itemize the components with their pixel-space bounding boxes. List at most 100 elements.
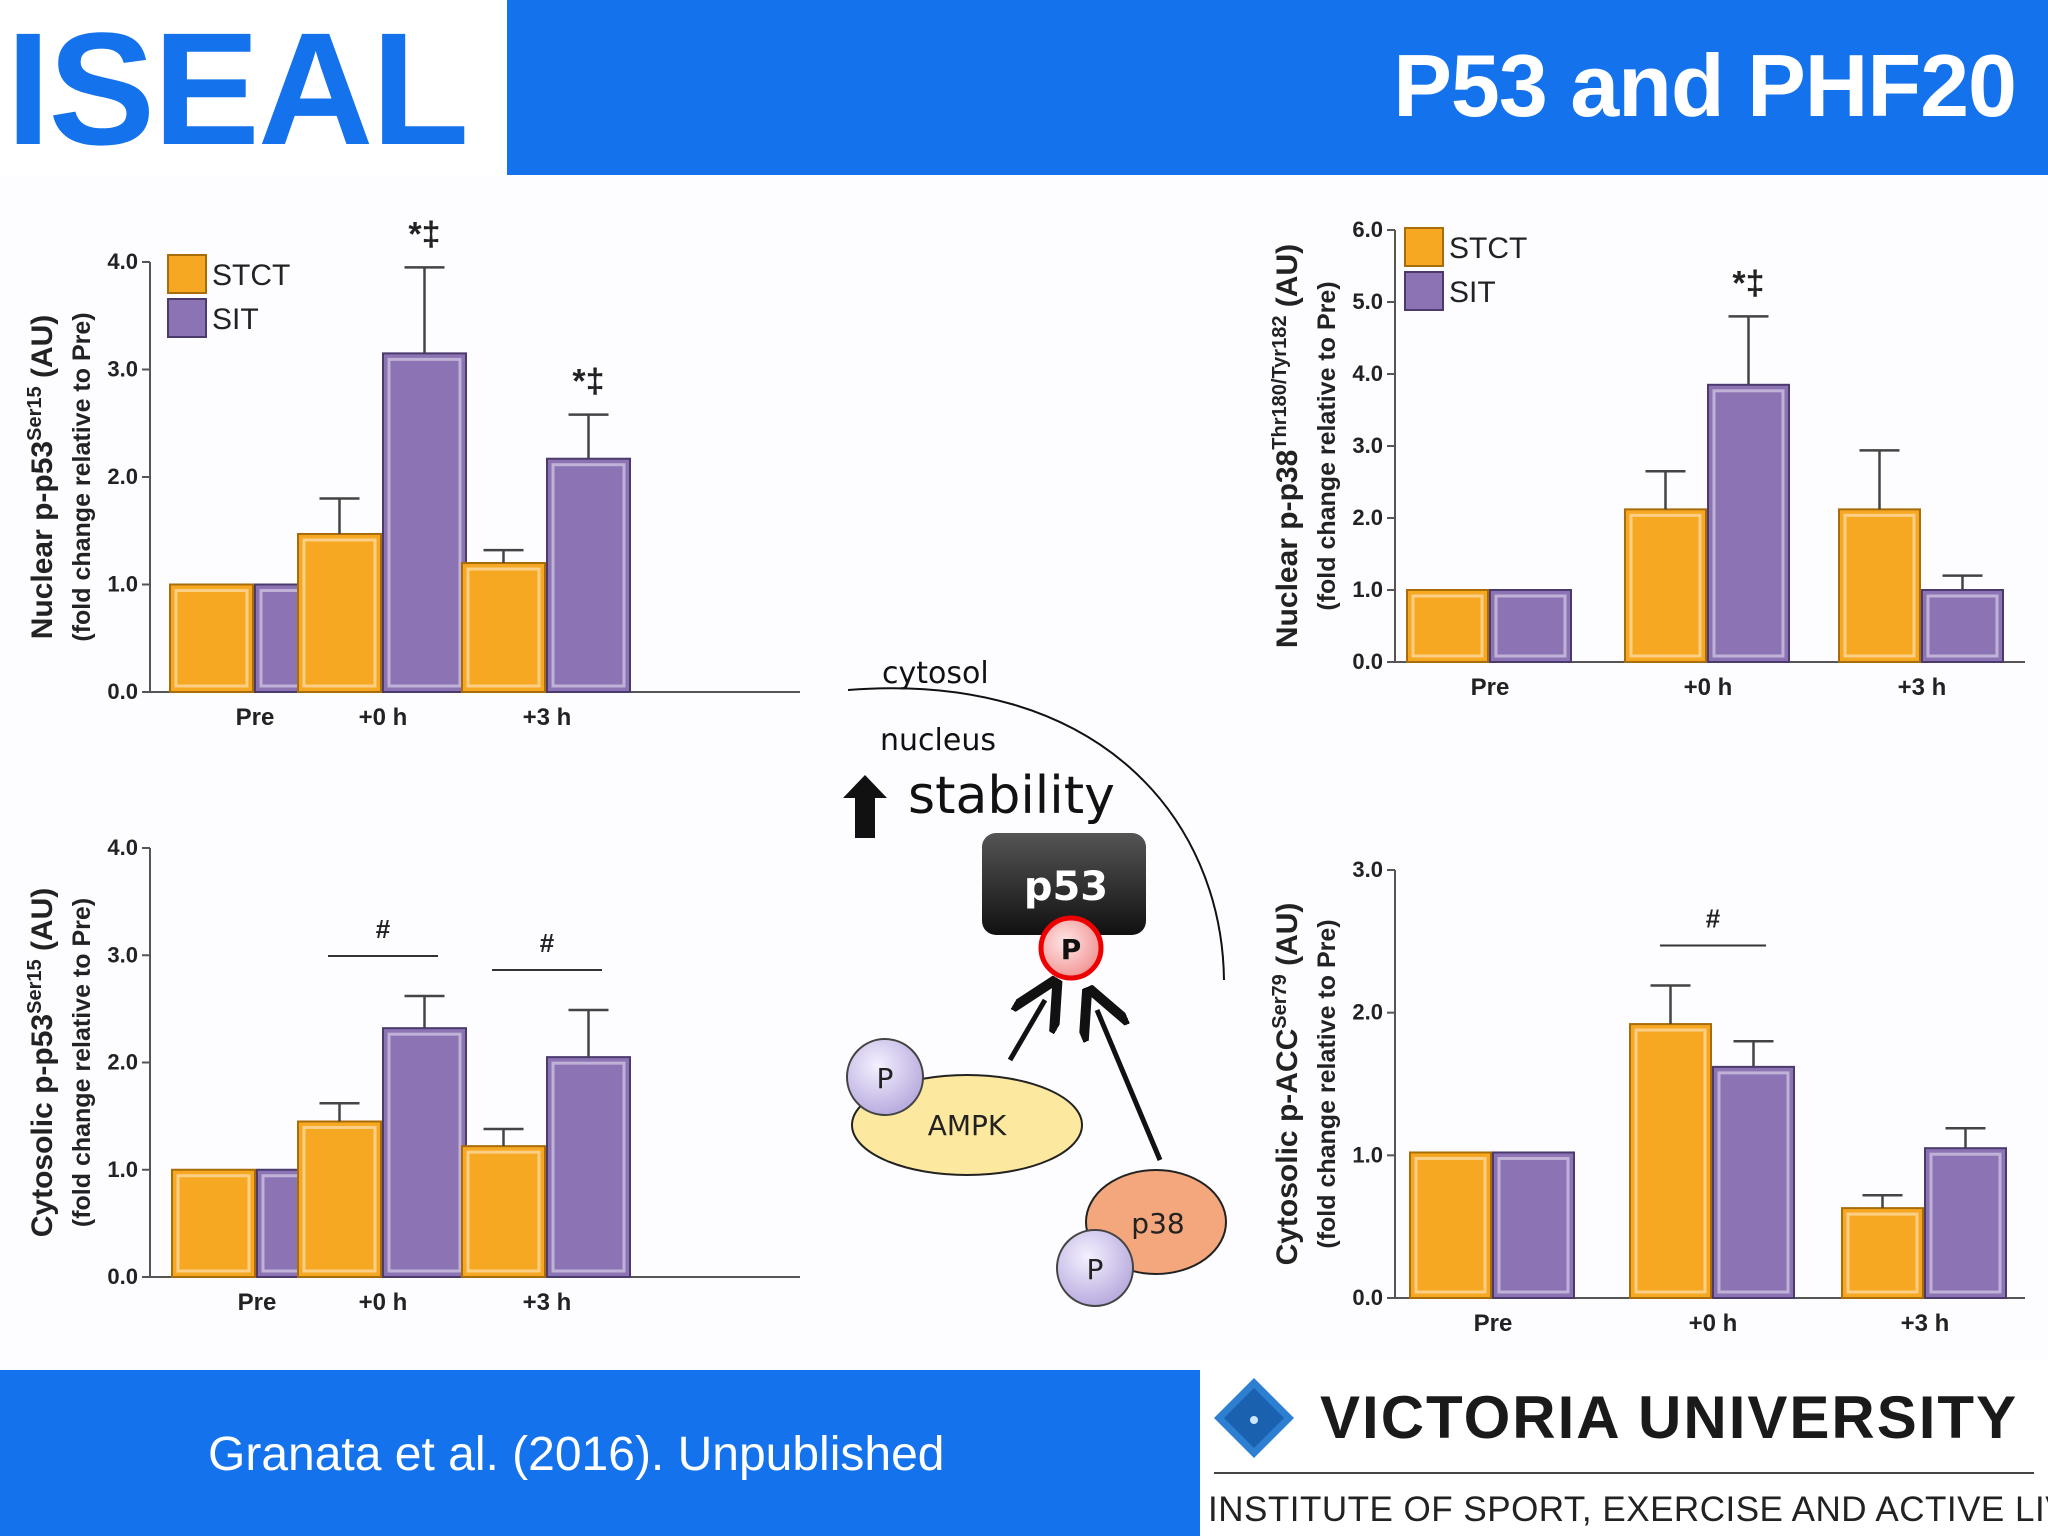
bar-sit-1-bevel xyxy=(387,1032,462,1273)
nucleus-label: nucleus xyxy=(880,723,996,758)
y-axis-label-sub: (fold change relative to Pre) xyxy=(1313,281,1341,610)
victoria-university-logo: VICTORIA UNIVERSITY INSTITUTE OF SPORT, … xyxy=(1200,1360,2048,1536)
y-axis-label-main: Cytosolic p-ACC xyxy=(1271,1029,1304,1266)
x-tick-label: +3 h xyxy=(523,1289,572,1316)
bar-sit-0 xyxy=(1489,589,1572,663)
bar-stct-0-bevel xyxy=(174,589,249,688)
p38-label: p38 xyxy=(1131,1207,1184,1240)
bar-stct-2 xyxy=(1841,1207,1924,1299)
x-tick-label: +3 h xyxy=(1901,1310,1950,1337)
y-tick-label: 3.0 xyxy=(107,942,138,967)
vu-diamond-icon xyxy=(1214,1378,1294,1458)
bar-stct-2-bevel xyxy=(1843,513,1916,658)
significance-marker: *‡ xyxy=(572,363,604,401)
x-tick-label: Pre xyxy=(236,704,275,731)
legend-label-sit: SIT xyxy=(1449,276,1496,309)
y-axis-label-main: Cytosolic p-p53 xyxy=(26,1014,59,1237)
p53-label: p53 xyxy=(1024,864,1108,910)
legend-label-stct: STCT xyxy=(1449,232,1527,265)
y-tick-label: 4.0 xyxy=(107,249,138,274)
chart-nuclear-p-p38: 0.0 1.0 2.0 3.0 4.0 5.0 6.0 Nuclear p-p38Thr180… xyxy=(1269,217,2025,701)
institute-name: INSTITUTE OF SPORT, EXERCISE AND ACTIVE … xyxy=(1208,1490,2048,1529)
p53-pathway-diagram: cytosol nucleus stability p53 P AMPK P p… xyxy=(843,656,1227,1307)
y-tick-label: 2.0 xyxy=(107,464,138,489)
bar-stct-2-bevel xyxy=(466,1150,541,1273)
y-axis-label-group: Cytosolic p-ACCSer79 (AU) (fold change re… xyxy=(1269,903,1341,1266)
y-axis-label-unit: (AU) xyxy=(26,888,59,960)
p38-arrow xyxy=(1097,1010,1163,1161)
bar-stct-0 xyxy=(169,583,254,693)
significance-marker: # xyxy=(1706,904,1721,934)
y-axis-label-main: Nuclear p-p38 xyxy=(1271,450,1304,648)
bar-sit-1 xyxy=(382,1027,467,1278)
bar-sit-1-bevel xyxy=(1712,389,1785,658)
x-tick-label: +0 h xyxy=(359,1289,408,1316)
y-axis-label-group: Nuclear p-p53Ser15 (AU) (fold change rela… xyxy=(24,312,96,641)
bar-sit-2 xyxy=(1921,589,2004,663)
p53-phospho-site xyxy=(1038,915,1104,981)
y-tick-label: 3.0 xyxy=(1352,857,1383,882)
y-axis-label-sup: Thr180/Tyr182 xyxy=(1269,316,1291,450)
legend-swatch-sit xyxy=(167,298,207,338)
bar-sit-0-bevel xyxy=(1497,1156,1570,1294)
bar-stct-0 xyxy=(171,1168,256,1278)
ampk-phospho-circle xyxy=(846,1038,924,1116)
y-tick-label: 0.0 xyxy=(1352,649,1383,674)
bar-sit-2 xyxy=(1924,1147,2007,1300)
y-axis-label-sub: (fold change relative to Pre) xyxy=(68,312,96,641)
ampk-label: AMPK xyxy=(928,1109,1007,1142)
bar-sit-1 xyxy=(382,352,467,693)
legend-label-stct: STCT xyxy=(212,259,290,292)
p53-phospho-label: P xyxy=(1061,933,1082,966)
y-axis-label: Nuclear p-p53Ser15 (AU) xyxy=(24,315,59,640)
bar-sit-0 xyxy=(1492,1151,1575,1300)
x-tick-label: +0 h xyxy=(1689,1310,1738,1337)
bar-stct-1 xyxy=(1624,508,1707,663)
significance-marker: *‡ xyxy=(1732,264,1764,302)
y-axis-label-sup: Ser15 xyxy=(24,386,46,441)
y-tick-label: 1.0 xyxy=(107,1157,138,1182)
y-axis-label-unit: (AU) xyxy=(1271,244,1304,316)
stability-label: stability xyxy=(908,766,1115,826)
y-axis-label-sup: Ser79 xyxy=(1269,974,1291,1029)
y-axis-label-sub: (fold change relative to Pre) xyxy=(1313,919,1341,1248)
bar-stct-2 xyxy=(461,1145,546,1278)
bar-stct-1 xyxy=(297,532,382,693)
y-tick-label: 1.0 xyxy=(107,572,138,597)
bar-sit-1-bevel xyxy=(387,357,462,688)
chart-cytosolic-p-acc: 0.0 1.0 2.0 3.0 Cytosolic p-ACCSer79 (AU) (fo… xyxy=(1269,857,2025,1337)
nuclear-membrane-curve xyxy=(847,687,1225,981)
header-logo-area: ISEAL xyxy=(0,0,505,175)
y-axis-label: Cytosolic p-p53Ser15 (AU) xyxy=(24,888,59,1238)
legend-label-sit: SIT xyxy=(212,303,259,336)
chart-nuclear-p-p53: 0.0 1.0 2.0 3.0 4.0 Nuclear p-p53Ser15 (AU) (f… xyxy=(24,215,800,731)
x-tick-label: Pre xyxy=(1474,1310,1513,1337)
x-tick-label: +3 h xyxy=(1898,674,1947,701)
bar-stct-0 xyxy=(1409,1151,1492,1300)
bar-stct-1-bevel xyxy=(1634,1028,1707,1294)
bar-sit-2 xyxy=(546,457,631,693)
y-tick-label: 3.0 xyxy=(1352,433,1383,458)
significance-marker: # xyxy=(376,914,391,944)
y-axis-label-unit: (AU) xyxy=(26,315,59,387)
iseal-logo: ISEAL xyxy=(6,0,469,178)
bar-sit-2 xyxy=(546,1056,631,1279)
bar-stct-1-bevel xyxy=(1629,513,1702,658)
significance-marker: *‡ xyxy=(408,215,440,253)
bar-stct-0-bevel xyxy=(1411,594,1484,658)
x-tick-label: Pre xyxy=(1471,674,1510,701)
logo-divider xyxy=(1214,1472,2034,1474)
bar-stct-1-bevel xyxy=(302,538,377,688)
bar-stct-0-bevel xyxy=(176,1174,251,1273)
y-tick-label: 2.0 xyxy=(107,1050,138,1075)
p38-phospho-circle xyxy=(1056,1229,1134,1307)
y-tick-label: 6.0 xyxy=(1352,217,1383,242)
bar-sit-2-bevel xyxy=(1926,594,1999,658)
bar-sit-1 xyxy=(1707,383,1790,664)
ampk-arrow xyxy=(1007,1000,1045,1062)
bar-sit-2-bevel xyxy=(1929,1152,2002,1294)
y-axis-label-sup: Ser15 xyxy=(24,959,46,1014)
university-name: VICTORIA UNIVERSITY xyxy=(1320,1384,2019,1451)
y-axis-label-main: Nuclear p-p53 xyxy=(26,441,59,639)
legend-swatch-sit xyxy=(1404,271,1444,311)
